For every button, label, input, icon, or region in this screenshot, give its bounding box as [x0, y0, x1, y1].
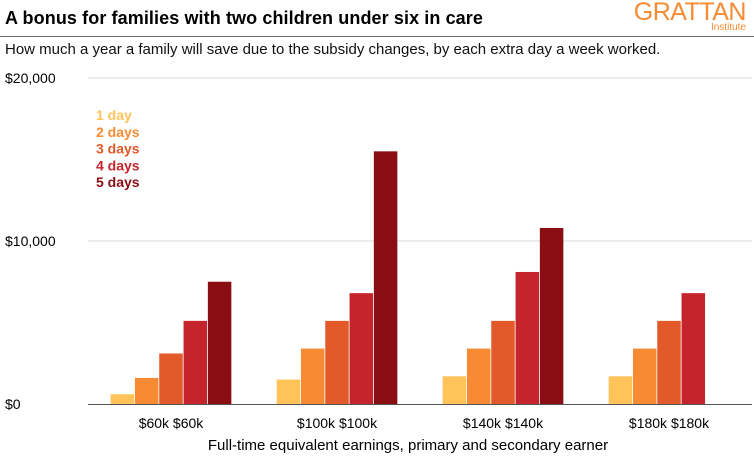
x-axis-title: Full-time equivalent earnings, primary a…: [208, 437, 608, 454]
bar: [159, 353, 183, 404]
legend-entry: 3 days: [96, 141, 140, 157]
x-tick-label: $180k $180k: [629, 415, 710, 431]
legend-entry: 4 days: [96, 157, 140, 173]
bar: [515, 271, 540, 404]
bar: [134, 377, 159, 404]
bar: [632, 348, 657, 404]
bar: [276, 379, 301, 404]
legend-entry: 1 day: [96, 107, 132, 123]
bar: [110, 394, 135, 404]
logo-wordmark: GRATTAN: [633, 0, 747, 26]
bar: [657, 320, 681, 404]
x-tick-label: $100k $100k: [297, 415, 378, 431]
bar: [608, 376, 633, 404]
bar: [442, 376, 467, 404]
bar: [466, 348, 491, 404]
bar: [539, 227, 564, 404]
chart-title: A bonus for families with two children u…: [5, 8, 484, 28]
bar: [681, 293, 706, 404]
x-tick-label: $60k $60k: [139, 415, 205, 431]
bar: [491, 320, 515, 404]
legend-entry: 5 days: [96, 174, 140, 190]
y-tick-label: $20,000: [5, 70, 56, 86]
bar: [373, 151, 398, 404]
bar: [349, 293, 374, 404]
chart-subtitle: How much a year a family will save due t…: [5, 41, 661, 58]
y-tick-label: $10,000: [5, 233, 56, 249]
bar: [183, 320, 208, 404]
bar: [325, 320, 349, 404]
grattan-logo: GRATTAN Institute: [633, 0, 747, 33]
title-divider: [0, 36, 754, 37]
x-tick-label: $140k $140k: [463, 415, 544, 431]
y-tick-label: $0: [5, 396, 21, 412]
logo-subtext: Institute: [710, 22, 746, 33]
bar: [300, 348, 325, 404]
legend-entry: 2 days: [96, 124, 140, 140]
bar: [207, 281, 232, 404]
